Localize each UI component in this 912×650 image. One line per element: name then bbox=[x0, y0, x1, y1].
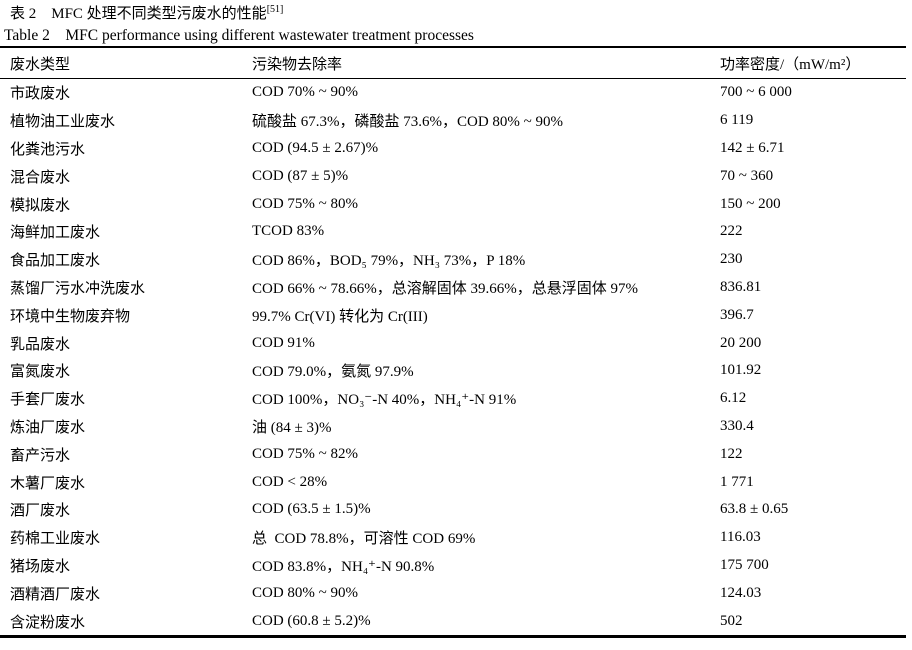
power-density-cell: 502 bbox=[720, 612, 743, 629]
wastewater-type-cell: 富氮废水 bbox=[10, 364, 71, 381]
table-row: 蒸馏厂污水冲洗废水 COD 66% ~ 78.66%，总溶解固体 39.66%，… bbox=[0, 274, 906, 302]
removal-rate-cell: COD 70% ~ 90% bbox=[252, 84, 359, 101]
wastewater-type-cell: 海鲜加工废水 bbox=[10, 225, 101, 242]
power-density-cell: 6.12 bbox=[720, 390, 747, 407]
table-row: 药棉工业废水 总 COD 78.8%，可溶性 COD 69% 116.03 bbox=[0, 524, 906, 552]
power-density-cell: 175 700 bbox=[720, 556, 769, 573]
power-density-cell: 1 771 bbox=[720, 473, 754, 490]
power-density-cell: 142 ± 6.71 bbox=[720, 139, 785, 156]
wastewater-type-cell: 蒸馏厂污水冲洗废水 bbox=[10, 280, 146, 297]
power-density-cell: 230 bbox=[720, 251, 743, 268]
removal-rate-cell: TCOD 83% bbox=[252, 223, 325, 240]
table-title-en: Table 2 MFC performance using different … bbox=[4, 27, 474, 44]
table-row: 植物油工业废水 硫酸盐 67.3%，磷酸盐 73.6%，COD 80% ~ 90… bbox=[0, 107, 906, 135]
table-row: 富氮废水 COD 79.0%，氨氮 97.9% 101.92 bbox=[0, 357, 906, 385]
removal-rate-cell: COD 80% ~ 90% bbox=[252, 584, 359, 601]
power-density-cell: 222 bbox=[720, 223, 743, 240]
removal-rate-cell: COD 79.0%，氨氮 97.9% bbox=[252, 364, 414, 381]
table-row: 酒厂废水 COD (63.5 ± 1.5)% 63.8 ± 0.65 bbox=[0, 496, 906, 524]
table-row: 环境中生物废弃物 99.7% Cr(VI) 转化为 Cr(III) 396.7 bbox=[0, 301, 906, 329]
table-row: 乳品废水 COD 91% 20 200 bbox=[0, 329, 906, 357]
power-density-cell: 101.92 bbox=[720, 362, 762, 379]
wastewater-type-cell: 手套厂废水 bbox=[10, 392, 86, 409]
removal-rate-cell: COD 86%，BOD₅ 79%，NH₃ 73%，P 18% bbox=[252, 253, 526, 270]
wastewater-type-cell: 乳品废水 bbox=[10, 336, 71, 353]
power-density-cell: 70 ~ 360 bbox=[720, 167, 774, 184]
power-density-cell: 124.03 bbox=[720, 584, 762, 601]
wastewater-type-cell: 炼油厂废水 bbox=[10, 419, 86, 436]
removal-rate-cell: 99.7% Cr(VI) 转化为 Cr(III) bbox=[252, 308, 428, 325]
table-title-zh: 表 2 MFC 处理不同类型污废水的性能[51] bbox=[10, 4, 283, 24]
power-density-cell: 150 ~ 200 bbox=[720, 195, 781, 212]
power-density-cell: 6 119 bbox=[720, 112, 754, 129]
removal-rate-cell: COD (94.5 ± 2.67)% bbox=[252, 139, 379, 156]
wastewater-type-cell: 食品加工废水 bbox=[10, 253, 101, 270]
removal-rate-cell: COD 66% ~ 78.66%，总溶解固体 39.66%，总悬浮固体 97% bbox=[252, 280, 639, 297]
wastewater-type-cell: 植物油工业废水 bbox=[10, 114, 116, 131]
table-row: 混合废水 COD (87 ± 5)% 70 ~ 360 bbox=[0, 162, 906, 190]
removal-rate-cell: COD 100%，NO₃⁻-N 40%，NH₄⁺-N 91% bbox=[252, 392, 517, 409]
removal-rate-cell: COD 91% bbox=[252, 334, 315, 351]
power-density-cell: 700 ~ 6 000 bbox=[720, 84, 792, 101]
removal-rate-cell: COD 83.8%，NH₄⁺-N 90.8% bbox=[252, 558, 435, 575]
table-row: 市政废水 COD 70% ~ 90% 700 ~ 6 000 bbox=[0, 79, 906, 107]
wastewater-type-cell: 畜产污水 bbox=[10, 447, 71, 464]
wastewater-type-cell: 木薯厂废水 bbox=[10, 475, 86, 492]
table-row: 酒精酒厂废水 COD 80% ~ 90% 124.03 bbox=[0, 579, 906, 607]
power-density-cell: 836.81 bbox=[720, 278, 762, 295]
wastewater-type-cell: 酒厂废水 bbox=[10, 503, 71, 520]
table-row: 海鲜加工废水 TCOD 83% 222 bbox=[0, 218, 906, 246]
wastewater-type-cell: 模拟废水 bbox=[10, 197, 71, 214]
column-header-removal-rate: 污染物去除率 bbox=[252, 56, 343, 73]
wastewater-type-cell: 含淀粉废水 bbox=[10, 614, 86, 631]
wastewater-type-cell: 市政废水 bbox=[10, 86, 71, 103]
column-header-wastewater-type: 废水类型 bbox=[10, 56, 71, 73]
table-row: 食品加工废水 COD 86%，BOD₅ 79%，NH₃ 73%，P 18% 23… bbox=[0, 246, 906, 274]
table-header-row: 废水类型 污染物去除率 功率密度/（mW/m²） bbox=[0, 46, 906, 79]
removal-rate-cell: COD (87 ± 5)% bbox=[252, 167, 349, 184]
wastewater-type-cell: 猪场废水 bbox=[10, 558, 71, 575]
citation-superscript: [51] bbox=[266, 4, 284, 15]
wastewater-type-cell: 混合废水 bbox=[10, 169, 71, 186]
removal-rate-cell: COD < 28% bbox=[252, 473, 328, 490]
removal-rate-cell: COD 75% ~ 80% bbox=[252, 195, 359, 212]
power-density-cell: 116.03 bbox=[720, 529, 761, 546]
table-title-zh-text: 表 2 MFC 处理不同类型污废水的性能 bbox=[10, 6, 267, 22]
wastewater-type-cell: 药棉工业废水 bbox=[10, 531, 101, 548]
removal-rate-cell: 总 COD 78.8%，可溶性 COD 69% bbox=[252, 531, 476, 548]
removal-rate-cell: 油 (84 ± 3)% bbox=[252, 419, 332, 436]
removal-rate-cell: 硫酸盐 67.3%，磷酸盐 73.6%，COD 80% ~ 90% bbox=[252, 114, 564, 131]
performance-table: 废水类型 污染物去除率 功率密度/（mW/m²） 市政废水 COD 70% ~ … bbox=[0, 46, 906, 638]
table-row: 畜产污水 COD 75% ~ 82% 122 bbox=[0, 440, 906, 468]
table-row: 炼油厂废水 油 (84 ± 3)% 330.4 bbox=[0, 413, 906, 441]
removal-rate-cell: COD (63.5 ± 1.5)% bbox=[252, 501, 371, 518]
power-density-cell: 122 bbox=[720, 445, 743, 462]
table-body: 市政废水 COD 70% ~ 90% 700 ~ 6 000 植物油工业废水 硫… bbox=[0, 79, 906, 638]
wastewater-type-cell: 化粪池污水 bbox=[10, 141, 86, 158]
table-row: 猪场废水 COD 83.8%，NH₄⁺-N 90.8% 175 700 bbox=[0, 552, 906, 580]
table-row: 木薯厂废水 COD < 28% 1 771 bbox=[0, 468, 906, 496]
power-density-cell: 396.7 bbox=[720, 306, 754, 323]
removal-rate-cell: COD 75% ~ 82% bbox=[252, 445, 359, 462]
wastewater-type-cell: 环境中生物废弃物 bbox=[10, 308, 131, 325]
table-row: 含淀粉废水 COD (60.8 ± 5.2)% 502 bbox=[0, 607, 906, 635]
power-density-cell: 330.4 bbox=[720, 417, 754, 434]
column-header-power-density: 功率密度/（mW/m²） bbox=[720, 56, 861, 73]
table-row: 化粪池污水 COD (94.5 ± 2.67)% 142 ± 6.71 bbox=[0, 135, 906, 163]
power-density-cell: 20 200 bbox=[720, 334, 762, 351]
wastewater-type-cell: 酒精酒厂废水 bbox=[10, 586, 101, 603]
removal-rate-cell: COD (60.8 ± 5.2)% bbox=[252, 612, 371, 629]
power-density-cell: 63.8 ± 0.65 bbox=[720, 501, 789, 518]
table-row: 手套厂废水 COD 100%，NO₃⁻-N 40%，NH₄⁺-N 91% 6.1… bbox=[0, 385, 906, 413]
table-row: 模拟废水 COD 75% ~ 80% 150 ~ 200 bbox=[0, 190, 906, 218]
